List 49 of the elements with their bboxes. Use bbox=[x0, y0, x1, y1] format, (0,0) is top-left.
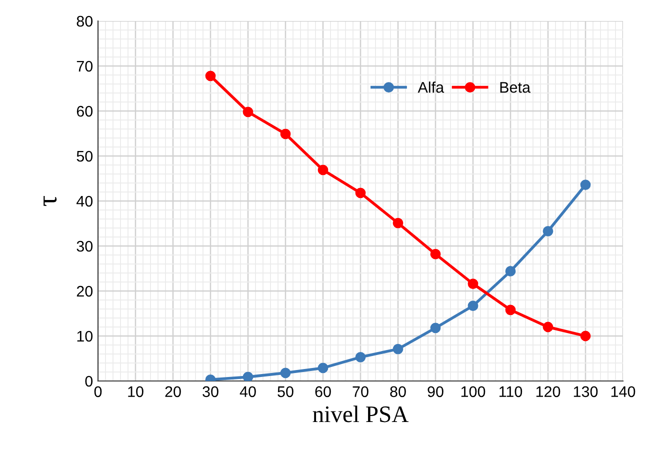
x-tick-label: 0 bbox=[94, 386, 102, 398]
point bbox=[505, 304, 516, 316]
legend-label: Beta bbox=[500, 82, 530, 93]
point bbox=[392, 218, 404, 228]
y-tick-label: 80 bbox=[76, 16, 93, 27]
point bbox=[280, 368, 291, 378]
point bbox=[318, 164, 328, 176]
x-tick-label: 60 bbox=[315, 386, 331, 398]
y-axis-title: τ bbox=[44, 196, 57, 206]
point bbox=[205, 70, 216, 82]
y-tick-label: 40 bbox=[76, 196, 93, 207]
x-axis-title: nivel PSA bbox=[312, 406, 409, 422]
y-tick-label: 10 bbox=[77, 330, 93, 342]
x-tick-label: 30 bbox=[202, 386, 218, 398]
point bbox=[505, 266, 516, 276]
x-tick-label: 20 bbox=[165, 386, 181, 398]
x-tick-label: 100 bbox=[461, 386, 486, 398]
point bbox=[430, 322, 441, 334]
y-tick-label: 20 bbox=[76, 286, 93, 297]
point bbox=[542, 322, 554, 332]
point bbox=[318, 362, 328, 374]
x-tick-label: 90 bbox=[428, 386, 444, 398]
y-tick-label: 60 bbox=[76, 106, 93, 117]
point bbox=[355, 352, 366, 362]
y-tick-label: 70 bbox=[76, 60, 93, 72]
x-tick-label: 130 bbox=[574, 386, 598, 398]
point bbox=[242, 372, 254, 381]
y-tick-label: 30 bbox=[76, 240, 93, 252]
x-tick-label: 140 bbox=[611, 386, 636, 398]
point bbox=[468, 278, 478, 290]
point bbox=[542, 226, 554, 236]
x-tick-label: 50 bbox=[278, 386, 294, 398]
x-tick-label: 70 bbox=[352, 386, 368, 398]
x-tick-label: 40 bbox=[240, 386, 256, 398]
legend-label: Alfa bbox=[418, 82, 444, 93]
y-tick-label: 0 bbox=[85, 376, 93, 387]
point bbox=[355, 188, 366, 198]
x-tick-label: 10 bbox=[128, 386, 144, 398]
x-tick-label: 120 bbox=[536, 386, 560, 398]
point bbox=[392, 344, 404, 354]
point bbox=[468, 300, 478, 312]
x-tick-label: 110 bbox=[499, 386, 522, 398]
y-tick-label: 50 bbox=[76, 150, 93, 162]
point bbox=[580, 330, 591, 342]
point bbox=[580, 180, 591, 190]
point bbox=[280, 128, 291, 140]
point bbox=[242, 106, 254, 118]
point bbox=[430, 248, 441, 260]
x-tick-label: 80 bbox=[390, 386, 406, 398]
